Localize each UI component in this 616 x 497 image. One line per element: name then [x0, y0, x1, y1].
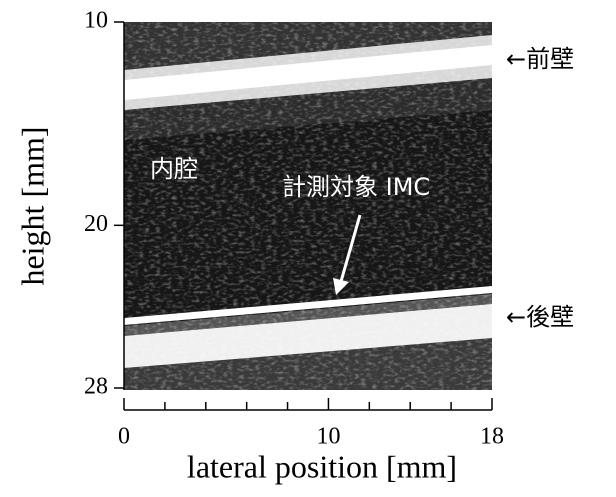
y-tick-label: 10 — [84, 8, 108, 34]
ultrasound-image — [124, 22, 492, 390]
arrow — [338, 214, 362, 286]
x-axis-label: lateral position [mm] — [187, 448, 457, 484]
annotation: 計測対象 IMC — [282, 173, 430, 201]
x-tick-label: 0 — [118, 424, 130, 450]
y-axis-label: height [mm] — [14, 126, 50, 285]
x-tick-label: 10 — [316, 424, 340, 450]
y-tick-label: 20 — [84, 211, 108, 237]
annotation: ←前壁 — [506, 45, 574, 73]
annotation: ←後壁 — [506, 303, 574, 331]
x-tick-label: 18 — [480, 424, 504, 450]
arrow-head — [333, 278, 349, 295]
y-tick-label: 28 — [84, 374, 108, 400]
annotation: 内腔 — [150, 155, 198, 183]
